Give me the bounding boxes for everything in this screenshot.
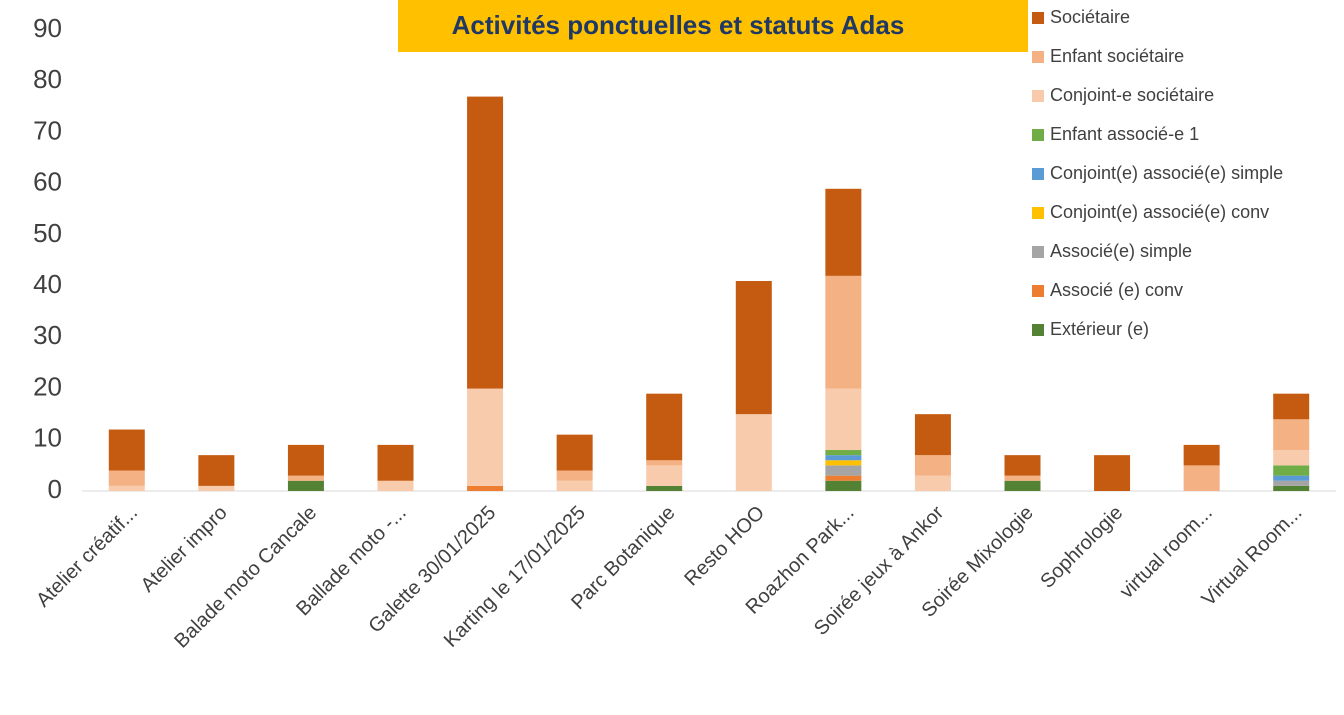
- legend-swatch: [1032, 246, 1044, 258]
- bar-segment: [646, 393, 683, 461]
- x-tick-label: Sophrologie: [1036, 502, 1127, 593]
- bar-segment: [1004, 480, 1041, 491]
- bar-segment: [1183, 444, 1220, 466]
- bar-segment: [108, 485, 145, 491]
- bar-segment: [825, 450, 862, 456]
- legend-swatch: [1032, 207, 1044, 219]
- y-tick-label: 70: [33, 115, 62, 145]
- bar-segment: [735, 280, 772, 415]
- legend-swatch: [1032, 129, 1044, 141]
- bar-segment: [377, 444, 414, 481]
- bar-segment: [287, 444, 324, 476]
- bar-segment: [1004, 455, 1041, 476]
- legend-label: Enfant sociétaire: [1050, 46, 1184, 66]
- legend-label: Conjoint-e sociétaire: [1050, 85, 1214, 105]
- x-tick-label: Atelier créatif...: [32, 502, 142, 612]
- bar-segment: [825, 475, 862, 481]
- bar-segment: [646, 485, 683, 491]
- bar-segment: [1273, 485, 1310, 491]
- bar-segment: [825, 455, 862, 461]
- bar-segment: [377, 480, 414, 491]
- bar-segment: [287, 475, 324, 481]
- bar-segment: [198, 485, 235, 491]
- bar-segment: [914, 475, 951, 491]
- bar-segment: [1273, 475, 1310, 481]
- bar-segment: [108, 470, 145, 486]
- bar-segment: [198, 455, 235, 486]
- bar-segment: [467, 485, 504, 491]
- y-tick-label: 40: [33, 269, 62, 299]
- bar-segment: [1183, 465, 1220, 491]
- bar-segment: [1273, 465, 1310, 476]
- title-box: [398, 0, 1028, 52]
- legend-label: Extérieur (e): [1050, 319, 1149, 339]
- bar-segment: [825, 388, 862, 451]
- bar-segment: [556, 434, 593, 471]
- legend-swatch: [1032, 324, 1044, 336]
- legend-swatch: [1032, 12, 1044, 24]
- bar-segment: [1004, 475, 1041, 481]
- bar-segment: [735, 414, 772, 491]
- legend-label: Conjoint(e) associé(e) conv: [1050, 202, 1269, 222]
- bar-segment: [556, 480, 593, 491]
- legend-swatch: [1032, 168, 1044, 180]
- legend-label: Sociétaire: [1050, 7, 1130, 27]
- chart-title: Activités ponctuelles et statuts Adas: [452, 10, 905, 40]
- legend-swatch: [1032, 285, 1044, 297]
- bar-segment: [108, 429, 145, 471]
- bar-segment: [825, 275, 862, 389]
- x-tick-label: Atelier impro: [137, 502, 232, 597]
- legend-label: Associé(e) simple: [1050, 241, 1192, 261]
- x-tick-label: virtual room...: [1116, 502, 1217, 603]
- bar-segment: [1094, 455, 1131, 491]
- y-tick-label: 10: [33, 423, 62, 453]
- bar-segment: [556, 470, 593, 481]
- legend-label: Conjoint(e) associé(e) simple: [1050, 163, 1283, 183]
- y-tick-label: 60: [33, 167, 62, 197]
- y-tick-label: 20: [33, 371, 62, 401]
- y-tick-label: 0: [48, 474, 62, 504]
- bar-segment: [914, 455, 951, 476]
- bar-segment: [825, 460, 862, 466]
- bar-segment: [825, 188, 862, 276]
- x-tick-label: Resto HOO: [680, 502, 769, 591]
- bar-segment: [914, 414, 951, 456]
- bar-segment: [825, 465, 862, 476]
- bar-segment: [1273, 419, 1310, 451]
- legend-label: Associé (e) conv: [1050, 280, 1183, 300]
- bar-segment: [646, 465, 683, 486]
- bar-segment: [1273, 480, 1310, 486]
- bar-segment: [825, 480, 862, 491]
- y-tick-label: 50: [33, 218, 62, 248]
- legend-swatch: [1032, 51, 1044, 63]
- legend-label: Enfant associé-e 1: [1050, 124, 1199, 144]
- bar-segment: [467, 96, 504, 389]
- bar-segment: [287, 480, 324, 491]
- legend-swatch: [1032, 90, 1044, 102]
- bar-segment: [1273, 393, 1310, 420]
- bar-segment: [1273, 450, 1310, 466]
- y-tick-label: 80: [33, 64, 62, 94]
- y-tick-label: 90: [33, 13, 62, 43]
- y-tick-label: 30: [33, 320, 62, 350]
- bar-segment: [646, 460, 683, 466]
- bar-segment: [467, 388, 504, 486]
